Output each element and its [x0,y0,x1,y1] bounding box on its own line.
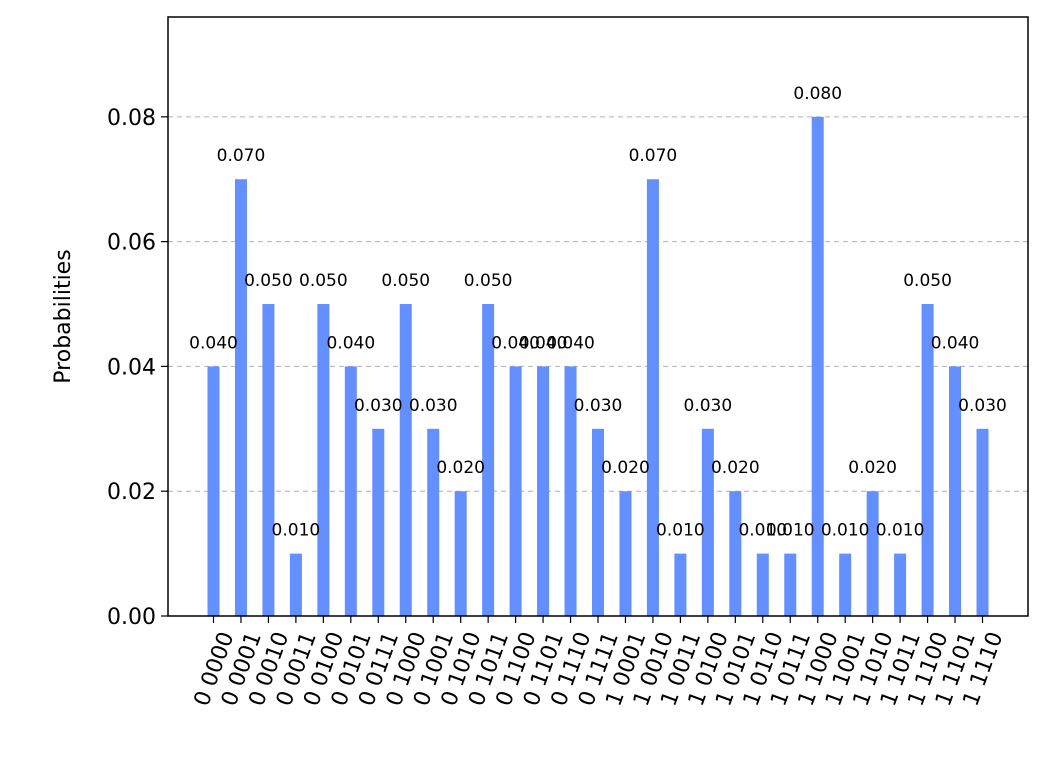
bar [372,428,385,616]
bar-value-label: 0.020 [436,458,485,478]
bar-value-label: 0.050 [381,271,430,291]
bar [592,428,604,616]
bar-value-label: 0.020 [601,458,650,478]
bar-value-label: 0.030 [684,396,733,416]
bar [921,304,934,616]
bar-value-label: 0.040 [519,333,568,353]
bar-value-label: 0.010 [656,521,705,541]
y-tick-label: 0.04 [107,355,156,380]
bar [454,491,467,616]
bar-value-label: 0.030 [574,396,623,416]
bar [839,553,852,616]
bar [344,366,357,616]
bar [427,428,440,616]
bar [482,304,495,616]
bar [674,553,687,616]
bar [619,491,632,616]
bar-value-label: 0.070 [217,146,266,166]
bar [811,116,824,616]
y-axis-ticks: 0.00 0.02 0.04 0.06 0.08 [107,106,168,630]
bar-value-label: 0.040 [326,333,375,353]
bar-value-label: 0.010 [821,521,870,541]
bar-value-label: 0.020 [711,458,760,478]
bar-value-label: 0.050 [299,271,348,291]
bar-value-label: 0.020 [848,458,897,478]
bar [976,428,989,616]
bar-value-label: 0.010 [766,521,815,541]
bar [317,304,330,616]
bar-value-label: 0.030 [958,396,1007,416]
y-axis-label: Probabilities [51,249,76,383]
bar-value-label: 0.050 [244,271,293,291]
bar [289,553,302,616]
bars [207,116,989,616]
bar [784,553,797,616]
bar [234,179,247,616]
bar [399,304,412,616]
y-tick-label: 0.00 [107,605,156,630]
data-labels: 0.040 0.070 0.050 0.010 0.050 0.040 0.030 0.050… [189,84,1007,541]
bar-value-label: 0.030 [409,396,458,416]
bar-value-label: 0.040 [546,333,595,353]
bar [262,304,275,616]
bar-value-label: 0.010 [876,521,925,541]
bar-value-label: 0.040 [931,333,980,353]
bar [646,179,659,616]
bar [894,553,907,616]
bar-value-label: 0.030 [354,396,403,416]
bar [701,428,714,616]
bar [949,366,962,616]
bar-value-label: 0.080 [793,84,842,104]
y-tick-label: 0.08 [107,106,156,131]
bar-value-label: 0.050 [903,271,952,291]
bar [756,553,769,616]
bar-value-label: 0.050 [464,271,513,291]
bar [207,366,220,616]
bar [729,491,742,616]
bar [537,366,550,616]
bar [866,491,879,616]
bar-value-label: 0.010 [738,521,787,541]
bar-value-label: 0.040 [491,333,540,353]
bar [509,366,522,616]
bar-value-label: 0.010 [272,521,321,541]
y-tick-label: 0.06 [107,231,156,256]
y-tick-label: 0.02 [107,480,156,505]
bar [564,366,577,616]
bar-value-label: 0.070 [629,146,678,166]
bar-value-label: 0.040 [189,333,238,353]
